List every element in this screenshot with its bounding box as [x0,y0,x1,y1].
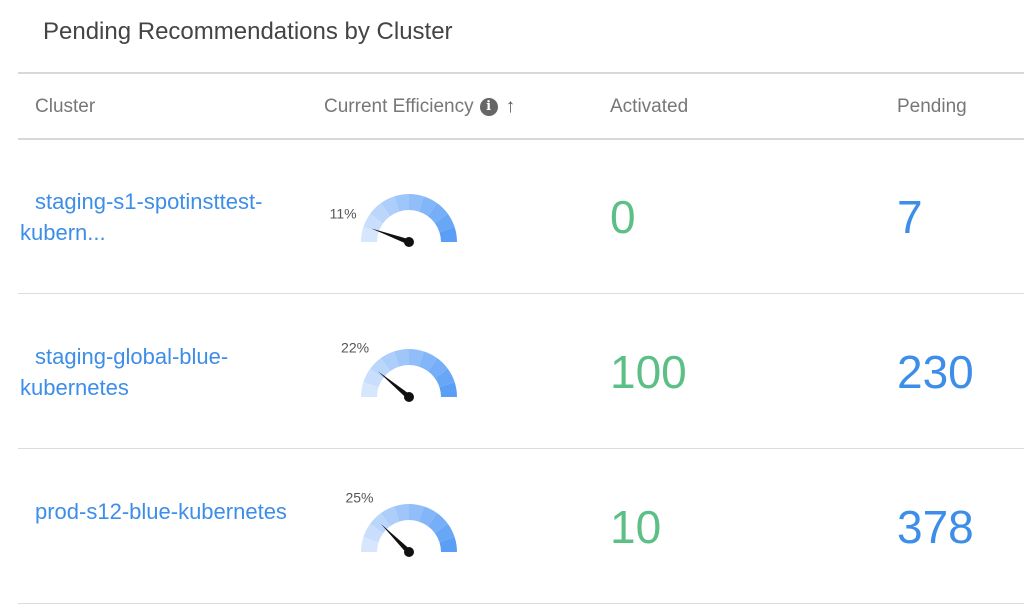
table-row: staging-s1-spotinsttest-kubern... 11% 0 … [18,138,1024,294]
gauge-segment [370,358,391,379]
gauge-segment [380,506,400,527]
pending-count: 378 [897,501,974,553]
efficiency-gauge: 22% [341,339,457,402]
table-row: staging-global-blue-kubernetes 22% 100 2… [18,293,1024,449]
gauge-segment [434,213,455,233]
gauge-segment [394,349,409,367]
column-cluster[interactable]: Cluster [35,96,96,117]
gauge-segment [418,196,438,217]
column-efficiency-label: Current Efficiency [324,96,474,117]
gauge-segment [361,382,379,397]
gauge-segment [409,349,424,367]
efficiency-label: 11% [330,205,357,221]
cluster-link[interactable]: prod-s12-blue-kubernetes [35,499,287,524]
cluster-link[interactable]: staging-s1-spotinsttest-kubern... [20,189,263,245]
gauge-segment [439,382,457,397]
gauge-needle [371,228,410,245]
gauge-segment [361,537,379,552]
column-pending[interactable]: Pending [897,96,967,117]
gauge-segment [363,368,384,388]
pending-count: 230 [897,346,974,398]
gauge-hub [404,237,414,247]
gauge-segment [409,194,424,212]
sort-ascending-icon[interactable]: ↑ [505,96,516,117]
column-activated[interactable]: Activated [610,96,689,117]
table-header: Cluster Current Efficiency i ↑ Activated P… [18,72,1024,140]
gauge-segment [370,203,391,224]
page-title: Pending Recommendations by Cluster [43,18,453,45]
gauge-segment [434,523,455,543]
column-efficiency[interactable]: Current Efficiency i ↑ [324,96,515,118]
activated-count: 10 [610,501,662,553]
efficiency-label: 22% [341,339,369,355]
gauge-segment [409,504,424,522]
gauge-segment [361,227,379,242]
gauge-needle [380,523,411,554]
gauge-hub [404,392,414,402]
efficiency-label: 25% [345,490,373,506]
table-row: prod-s12-blue-kubernetes 25% 10 378 [18,448,1024,604]
efficiency-gauge: 25% [345,490,457,557]
gauge-segment [394,194,409,212]
cluster-link[interactable]: staging-global-blue-kubernetes [20,344,229,400]
gauge-segment [434,368,455,388]
gauge-hub [404,547,414,557]
gauge-segment [418,506,438,527]
gauge-segment [439,537,457,552]
gauge-segment [380,196,400,217]
gauge-segment [363,523,384,543]
gauge-segment [394,504,409,522]
efficiency-gauge: 11% [330,194,457,247]
gauge-segment [427,513,448,534]
gauge-segment [380,351,400,372]
activated-count: 100 [610,346,687,398]
gauge-segment [439,227,457,242]
gauge-segment [427,358,448,379]
activated-count: 0 [610,191,636,243]
gauge-segment [427,203,448,224]
gauge-segment [363,213,384,233]
info-icon[interactable]: i [479,98,498,116]
gauge-segment [418,351,438,372]
gauge-needle [378,371,411,400]
pending-count: 7 [897,191,923,243]
